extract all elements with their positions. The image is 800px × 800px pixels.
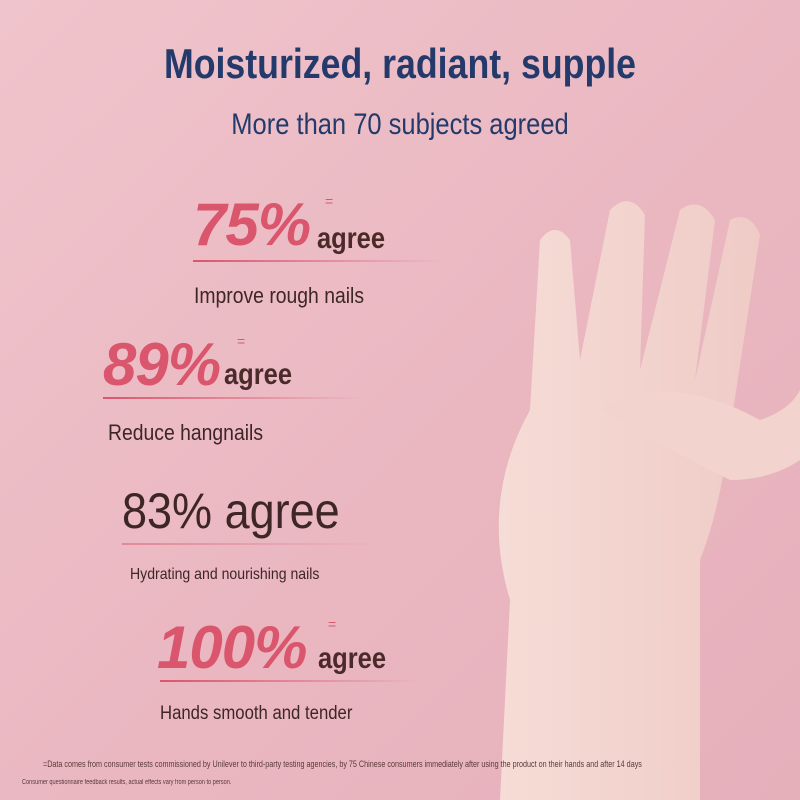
stat-percent: 89%: [103, 331, 221, 398]
page-subtitle: More than 70 subjects agreed: [231, 108, 569, 141]
page-title: Moisturized, radiant, supple: [163, 40, 637, 87]
stat-label: Hands smooth and tender: [160, 703, 353, 724]
footnote-mark: =: [237, 333, 246, 349]
footnote-mark: =: [325, 193, 334, 209]
divider: [122, 543, 382, 545]
stat-agree: agree: [317, 222, 386, 255]
stat-agree: agree: [224, 358, 293, 391]
divider: [193, 260, 443, 262]
stat-agree: agree: [318, 642, 387, 675]
stat-label: Reduce hangnails: [108, 420, 264, 445]
footnote: Consumer questionnaire feedback results,…: [22, 779, 232, 786]
stat-percent: 83% agree: [122, 483, 340, 539]
footnote-mark: =: [328, 616, 337, 632]
footnote: =Data comes from consumer tests commissi…: [43, 759, 642, 769]
stat-percent: 100%: [157, 614, 307, 681]
divider: [103, 397, 363, 399]
stat-label: Improve rough nails: [194, 283, 365, 308]
divider: [160, 680, 420, 682]
stat-label: Hydrating and nourishing nails: [130, 566, 320, 583]
hand-image: [498, 201, 800, 800]
stat-percent: 75%: [193, 191, 311, 258]
